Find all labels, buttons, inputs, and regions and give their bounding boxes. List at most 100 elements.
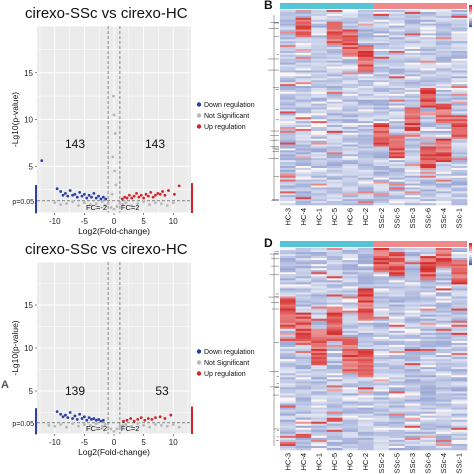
- heatmap-cell: [451, 312, 468, 315]
- heatmap-cell: [451, 429, 468, 433]
- heatmap-cell: [342, 52, 359, 56]
- heatmap-cell: [311, 318, 328, 322]
- heatmap-cell: [326, 385, 343, 388]
- y-axis-label: -Lg10(p-value): [10, 320, 20, 375]
- heatmap-cell: [389, 294, 405, 297]
- heatmap-cell: [311, 284, 328, 287]
- heatmap-cell: [311, 383, 328, 386]
- heatmap-cell: [373, 387, 390, 390]
- heatmap-cell: [357, 359, 374, 362]
- column-label: SSc-1: [455, 453, 464, 473]
- heatmap-cell: [280, 403, 296, 406]
- data-point: [137, 195, 141, 199]
- heatmap-cell: [342, 353, 359, 356]
- heatmap-cell: [280, 88, 296, 91]
- heatmap-cell: [326, 326, 343, 330]
- data-point: [165, 204, 169, 207]
- heatmap-cell: [295, 89, 312, 93]
- heatmap-cell: [373, 379, 390, 382]
- heatmap-cell: [389, 391, 405, 394]
- heatmap-cell: [357, 248, 374, 251]
- heatmap-cell: [311, 310, 328, 313]
- heatmap-cell: [420, 262, 437, 265]
- heatmap-cell: [373, 274, 390, 277]
- heatmap-cell: [435, 58, 452, 61]
- heatmap-cell: [295, 399, 312, 402]
- heatmap-cell: [280, 19, 296, 22]
- heatmap-cell: [357, 252, 374, 255]
- heatmap-cell: [342, 308, 359, 311]
- heatmap-cell: [420, 197, 437, 200]
- heatmap-cell: [311, 344, 328, 348]
- heatmap-cell: [451, 332, 468, 336]
- heatmap-cell: [435, 31, 452, 34]
- heatmap-cell: [311, 50, 328, 54]
- heatmap-cell: [389, 47, 405, 50]
- heatmap-cell: [295, 304, 312, 307]
- heatmap-cell: [342, 332, 359, 336]
- heatmap-cell: [295, 72, 312, 75]
- heatmap-cell: [373, 385, 390, 388]
- heatmap-cell: [373, 326, 390, 330]
- heatmap-cell: [451, 80, 468, 83]
- heatmap-cell: [280, 258, 296, 261]
- heatmap-cell: [389, 393, 405, 396]
- heatmap-cell: [295, 260, 312, 263]
- heatmap-cell: [373, 154, 390, 157]
- heatmap-cell: [326, 447, 343, 451]
- heatmap-cell: [357, 17, 374, 21]
- heatmap-cell: [420, 264, 437, 267]
- heatmap-cell: [420, 199, 437, 202]
- data-point: [144, 192, 148, 196]
- heatmap-cell: [389, 160, 405, 163]
- heatmap-cell: [311, 288, 328, 291]
- heatmap-cell: [451, 334, 468, 338]
- heatmap-cell: [295, 361, 312, 364]
- heatmap-cell: [326, 316, 343, 319]
- heatmap-cell: [435, 375, 452, 378]
- heatmap-cell: [420, 256, 437, 259]
- heatmap-cell: [326, 280, 343, 283]
- data-point: [156, 191, 160, 195]
- heatmap-cell: [420, 316, 437, 319]
- heatmap-cell: [389, 45, 405, 48]
- heatmap-cell: [357, 419, 374, 423]
- heatmap-cell: [357, 288, 374, 291]
- heatmap-cell: [280, 66, 296, 69]
- heatmap-cell: [373, 288, 390, 291]
- heatmap-cell: [451, 152, 468, 155]
- heatmap-cell: [326, 342, 343, 346]
- x-tick-label: 5: [141, 217, 146, 226]
- heatmap-cell: [342, 193, 359, 196]
- heatmap-cell: [420, 338, 437, 342]
- heatmap-cell: [342, 250, 359, 253]
- fc-down-label: FC=-2: [86, 424, 107, 433]
- heatmap-cell: [451, 136, 468, 139]
- heatmap-cell: [357, 130, 374, 134]
- heatmap-cell: [326, 425, 343, 429]
- heatmap-cell: [404, 357, 421, 360]
- heatmap-cell: [311, 86, 328, 89]
- heatmap-cell: [435, 152, 452, 155]
- heatmap-cell: [373, 146, 390, 149]
- heatmap-cell: [357, 282, 374, 285]
- heatmap-cell: [280, 60, 296, 63]
- data-point: [78, 412, 82, 416]
- heatmap-cell: [295, 300, 312, 303]
- heatmap-cell: [389, 82, 405, 85]
- heatmap-cell: [295, 74, 312, 77]
- heatmap-cell: [404, 276, 421, 279]
- heatmap-cell: [373, 423, 390, 427]
- heatmap-cell: [357, 86, 374, 89]
- heatmap-cell: [373, 278, 390, 281]
- heatmap-cell: [389, 60, 405, 63]
- heatmap-cell: [420, 74, 437, 77]
- heatmap-cell: [280, 441, 296, 445]
- heatmap-cell: [295, 415, 312, 418]
- heatmap-cell: [373, 80, 390, 83]
- heatmap-cell: [404, 439, 421, 443]
- heatmap-cell: [311, 409, 328, 412]
- heatmap-cell: [373, 193, 390, 196]
- heatmap-cell: [435, 43, 452, 46]
- heatmap-cell: [451, 68, 468, 71]
